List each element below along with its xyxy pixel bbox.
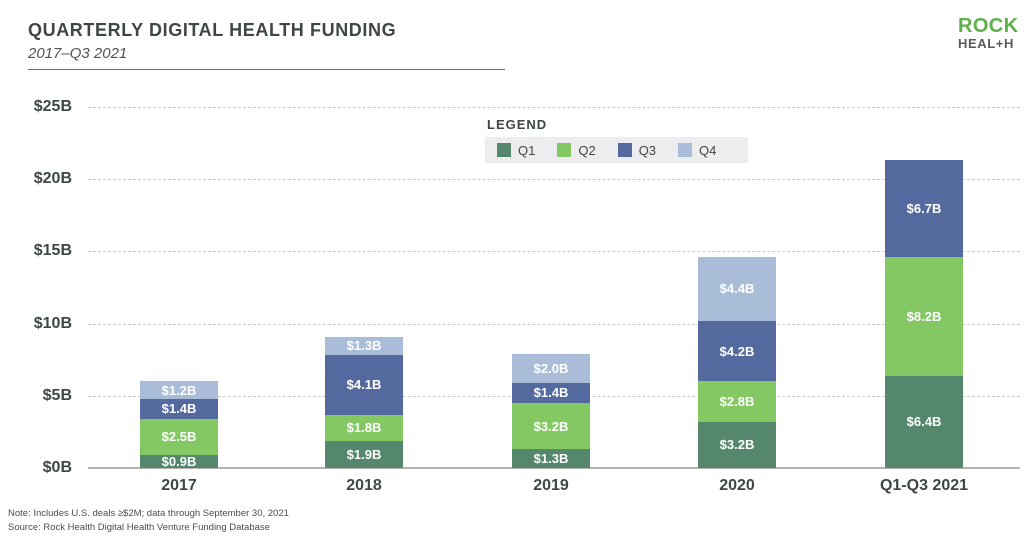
bar-segment-value-label: $6.4B (906, 414, 942, 430)
bar-segment-value-label: $6.7B (906, 201, 942, 217)
bar-segment-value-label: $4.4B (719, 281, 755, 297)
y-axis-tick-0b: $0B (42, 459, 72, 476)
legend-label: Q1 (518, 142, 536, 158)
legend-item-q2: Q2 (557, 142, 596, 158)
bar-segment-value-label: $1.9B (346, 446, 382, 462)
bar-segment-value-label: $1.4B (161, 401, 197, 417)
bar-segment-q1-4: $6.4B (885, 375, 963, 468)
legend: Q1 Q2 Q3 Q4 (485, 137, 748, 163)
bar-segment-q3-0: $1.4B (140, 398, 218, 419)
bar-segment-q3-1: $4.1B (325, 355, 403, 415)
bar-segment-q2-0: $2.5B (140, 418, 218, 455)
bar-segment-q4-0: $1.2B (140, 381, 218, 399)
gridline-20b (88, 179, 1020, 181)
x-axis-line (88, 467, 1020, 469)
page-subtitle: 2017–Q3 2021 (28, 45, 128, 62)
footnote: Note: Includes U.S. deals ≥$2M; data thr… (8, 507, 289, 534)
gridline-15b (88, 251, 1020, 253)
legend-swatch-q3 (617, 143, 632, 157)
legend-label: Q3 (638, 142, 657, 158)
page-title: QUARTERLY DIGITAL HEALTH FUNDING (28, 20, 397, 40)
x-axis-label-3: 2020 (719, 477, 755, 494)
bar-segment-q3-2: $1.4B (512, 382, 590, 403)
y-axis-tick-25b: $25B (33, 98, 72, 115)
y-axis-tick-5b: $5B (42, 386, 72, 404)
bar-segment-value-label: $3.2B (719, 437, 755, 453)
bar-segment-q2-1: $1.8B (325, 414, 403, 441)
legend-item-q4: Q4 (678, 143, 716, 158)
x-axis-label-2: 2019 (533, 477, 569, 494)
x-axis-label-1: 2018 (346, 477, 382, 494)
bar-segment-q2-2: $3.2B (512, 403, 590, 450)
bar-segment-q4-2: $2.0B (512, 353, 590, 383)
bar-segment-value-label: $4.2B (719, 343, 755, 359)
bar-segment-value-label: $2.5B (161, 429, 197, 445)
bar-segment-value-label: $1.4B (533, 385, 569, 401)
bar-segment-q1-0: $0.9B (140, 455, 218, 468)
gridline-25b (88, 107, 1020, 108)
y-axis-tick-10b: $10B (33, 314, 72, 332)
bar-segment-value-label: $1.2B (161, 382, 197, 398)
x-axis-label-0: 2017 (161, 477, 197, 494)
bar-segment-q4-1: $1.3B (325, 336, 403, 356)
bar-segment-q3-3: $4.2B (698, 320, 776, 382)
bar-segment-q1-1: $1.9B (325, 440, 403, 468)
bar-segment-q1-3: $3.2B (698, 421, 776, 468)
bar-segment-q3-4: $6.7B (885, 160, 963, 258)
y-axis-tick-20b: $20B (33, 170, 72, 188)
bar-segment-value-label: $3.2B (533, 418, 569, 434)
bar-segment-q2-3: $2.8B (698, 381, 776, 422)
bar-segment-value-label: $1.3B (346, 338, 382, 354)
legend-label: Q4 (699, 142, 717, 158)
bar-segment-value-label: $1.3B (533, 451, 569, 467)
bar-segment-value-label: $1.8B (346, 420, 382, 436)
legend-title: LEGEND (487, 117, 548, 132)
bar-segment-value-label: $8.2B (906, 308, 942, 324)
logo-text-health: HEAL+H (958, 36, 1014, 51)
bar-segment-q2-4: $8.2B (885, 257, 963, 376)
bar-segment-value-label: $2.8B (719, 394, 755, 410)
rock-health-logo: ROCK HEAL+H (958, 16, 1019, 50)
footnote-source: Source: Rock Health Digital Health Ventu… (8, 521, 270, 533)
legend-item-q3: Q3 (617, 142, 657, 158)
legend-swatch-q4 (678, 143, 693, 157)
bar-segment-q1-2: $1.3B (512, 449, 590, 468)
bar-segment-value-label: $0.9B (161, 454, 197, 469)
legend-label: Q2 (578, 142, 596, 158)
logo-text-rock: ROCK (958, 15, 1019, 37)
gridline-10b (88, 323, 1020, 325)
y-axis-tick-15b: $15B (33, 242, 72, 260)
bar-segment-value-label: $4.1B (346, 377, 382, 393)
legend-swatch-q1 (497, 143, 511, 157)
x-axis-label-4: Q1-Q3 2021 (879, 477, 969, 494)
title-underline (28, 69, 505, 70)
legend-swatch-q2 (557, 143, 572, 157)
legend-item-q1: Q1 (497, 143, 535, 158)
bar-segment-q4-3: $4.4B (698, 257, 776, 321)
footnote-note: Note: Includes U.S. deals ≥$2M; data thr… (8, 508, 289, 519)
bar-segment-value-label: $2.0B (533, 360, 569, 376)
